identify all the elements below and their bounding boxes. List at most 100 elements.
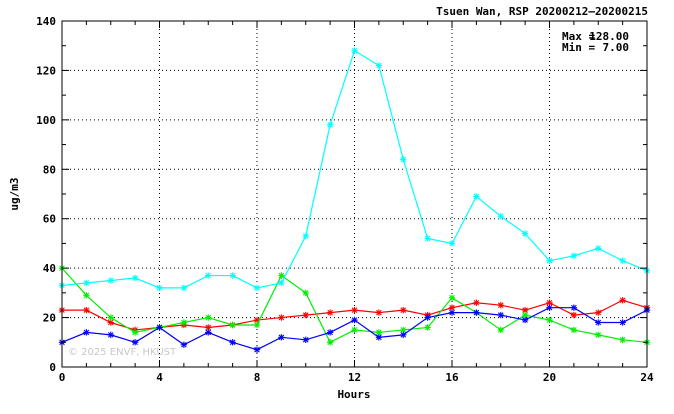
data-point bbox=[521, 230, 529, 237]
data-point bbox=[302, 336, 309, 344]
data-point bbox=[546, 257, 553, 264]
data-point bbox=[326, 309, 334, 316]
data-point bbox=[497, 326, 504, 334]
data-point bbox=[473, 309, 480, 316]
data-point bbox=[83, 279, 90, 287]
data-point bbox=[131, 274, 139, 282]
data-point bbox=[424, 235, 431, 242]
data-point bbox=[131, 339, 139, 346]
watermark-layer: © 2025 ENVF, HKUST bbox=[68, 347, 177, 358]
x-tick-label: 12 bbox=[348, 371, 361, 384]
data-point bbox=[619, 336, 626, 344]
x-tick-label: 0 bbox=[59, 371, 66, 384]
data-point bbox=[497, 213, 504, 220]
data-point bbox=[278, 272, 285, 279]
data-point bbox=[375, 334, 383, 341]
y-tick-label: 100 bbox=[36, 114, 56, 127]
data-point bbox=[497, 311, 504, 319]
y-tick-label: 0 bbox=[49, 361, 56, 374]
data-point bbox=[302, 311, 309, 319]
data-point bbox=[400, 156, 407, 163]
min-value: 7.00 bbox=[603, 41, 630, 54]
data-point bbox=[546, 304, 553, 311]
max-value: 128.00 bbox=[589, 30, 629, 43]
data-point bbox=[326, 329, 334, 336]
y-tick-label: 60 bbox=[43, 213, 56, 226]
data-point bbox=[278, 314, 285, 321]
min-label: Min = bbox=[562, 41, 595, 54]
max-label: Max = bbox=[562, 30, 595, 43]
x-axis-label: Hours bbox=[337, 388, 370, 401]
data-point bbox=[83, 292, 90, 299]
data-point bbox=[156, 324, 163, 331]
series-layer bbox=[58, 47, 651, 353]
data-point bbox=[619, 319, 626, 326]
data-point bbox=[619, 297, 626, 304]
data-point bbox=[107, 331, 114, 339]
data-point bbox=[180, 319, 188, 326]
data-point bbox=[473, 299, 480, 306]
data-point bbox=[497, 302, 504, 309]
chart-title: Tsuen Wan, RSP 20200212–20200215 bbox=[436, 5, 648, 18]
data-point bbox=[570, 252, 578, 259]
data-point bbox=[400, 331, 407, 339]
data-point bbox=[131, 329, 139, 336]
data-point bbox=[595, 319, 602, 326]
data-point bbox=[448, 240, 456, 247]
data-point bbox=[570, 304, 578, 311]
y-tick-label: 20 bbox=[43, 312, 56, 325]
data-point bbox=[180, 341, 188, 348]
y-axis-label: ug/m3 bbox=[8, 177, 21, 210]
data-point bbox=[253, 346, 261, 353]
data-point bbox=[278, 279, 285, 287]
data-point bbox=[595, 309, 602, 316]
data-point bbox=[424, 314, 431, 321]
data-point bbox=[546, 316, 553, 324]
data-point bbox=[205, 329, 212, 336]
x-tick-label: 16 bbox=[445, 371, 459, 384]
x-tick-label: 4 bbox=[156, 371, 163, 384]
data-point bbox=[570, 326, 578, 334]
x-tick-label: 20 bbox=[543, 371, 556, 384]
data-point bbox=[156, 284, 163, 292]
grid bbox=[62, 21, 647, 367]
stats-box: Max = 128.00 Min = 7.00 bbox=[562, 30, 629, 54]
data-point bbox=[424, 324, 431, 331]
data-point bbox=[570, 311, 578, 319]
data-point bbox=[205, 314, 212, 321]
data-point bbox=[253, 321, 261, 329]
y-tick-label: 140 bbox=[36, 15, 56, 28]
data-point bbox=[302, 289, 309, 297]
data-point bbox=[351, 326, 358, 334]
y-tick-label: 80 bbox=[43, 163, 56, 176]
data-point bbox=[83, 306, 90, 314]
data-point bbox=[595, 245, 602, 252]
data-point bbox=[619, 257, 626, 264]
data-point bbox=[205, 272, 212, 279]
data-point bbox=[278, 334, 285, 341]
data-point bbox=[253, 284, 261, 292]
data-point bbox=[107, 277, 114, 284]
data-point bbox=[448, 309, 456, 316]
data-point bbox=[351, 316, 358, 324]
data-point bbox=[83, 329, 90, 336]
data-point bbox=[326, 339, 334, 346]
x-tick-label: 8 bbox=[254, 371, 261, 384]
data-point bbox=[448, 294, 456, 301]
y-tick-label: 120 bbox=[36, 64, 56, 77]
data-point bbox=[229, 321, 236, 329]
series-2 bbox=[58, 304, 651, 353]
axes: 0 4 8 12 16 20 24 0 20 40 60 80 100 120 140 bbox=[36, 15, 654, 384]
data-point bbox=[302, 232, 309, 240]
data-point bbox=[229, 272, 236, 279]
data-point bbox=[351, 306, 358, 314]
data-point bbox=[107, 314, 114, 321]
data-point bbox=[375, 62, 383, 69]
y-tick-label: 40 bbox=[43, 262, 56, 275]
data-point bbox=[326, 121, 334, 128]
x-tick-label: 24 bbox=[640, 371, 654, 384]
data-point bbox=[595, 331, 602, 339]
data-point bbox=[375, 329, 383, 336]
